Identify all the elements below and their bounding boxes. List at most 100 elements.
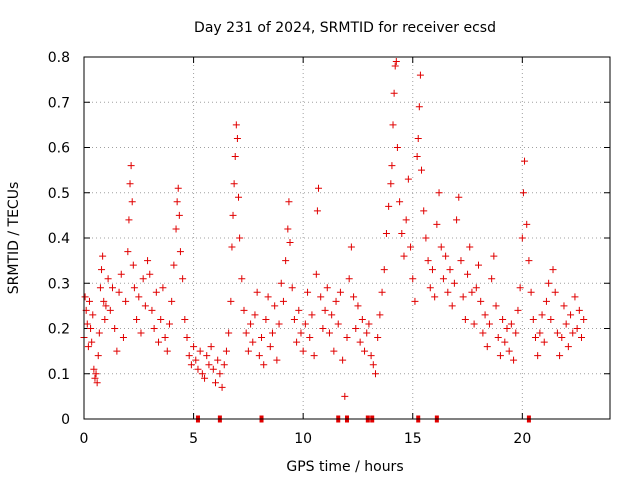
- data-point: [228, 243, 236, 251]
- data-point: [558, 334, 566, 342]
- data-point: [380, 266, 388, 274]
- data-point: [218, 383, 226, 391]
- x-tick-label: 10: [294, 431, 312, 447]
- data-point: [371, 370, 379, 378]
- data-point: [426, 284, 434, 292]
- data-point: [392, 58, 400, 66]
- data-point: [155, 338, 163, 346]
- data-point: [551, 288, 559, 296]
- data-point: [249, 338, 257, 346]
- y-axis-title: SRMTID / TECUs: [6, 182, 22, 295]
- data-point: [141, 302, 149, 310]
- data-point: [512, 329, 520, 337]
- data-point: [225, 329, 233, 337]
- data-point: [173, 198, 181, 206]
- data-point: [98, 266, 106, 274]
- data-point: [124, 248, 132, 256]
- data-point: [137, 329, 145, 337]
- data-point: [336, 288, 344, 296]
- data-point: [244, 347, 252, 355]
- data-point: [157, 315, 165, 323]
- data-point: [146, 270, 154, 278]
- data-point: [93, 379, 101, 387]
- data-point: [130, 284, 138, 292]
- data-point: [159, 284, 167, 292]
- data-point: [253, 288, 261, 296]
- data-point: [564, 343, 572, 351]
- data-point: [236, 234, 244, 242]
- data-point: [444, 288, 452, 296]
- data-point: [536, 329, 544, 337]
- data-point: [115, 288, 123, 296]
- data-point: [81, 293, 89, 301]
- data-point: [198, 370, 206, 378]
- data-point: [328, 311, 336, 319]
- data-point: [553, 329, 561, 337]
- data-point: [534, 352, 542, 360]
- data-point: [523, 220, 531, 228]
- data-point: [400, 252, 408, 260]
- data-point: [503, 325, 511, 332]
- data-point: [290, 315, 298, 323]
- data-point: [341, 392, 349, 400]
- data-point: [571, 293, 579, 301]
- data-point: [391, 62, 399, 70]
- data-point: [172, 225, 180, 233]
- data-point: [369, 361, 377, 369]
- data-point: [437, 243, 445, 251]
- data-point: [439, 275, 447, 283]
- data-point: [102, 302, 110, 310]
- y-tick-label: 0.6: [48, 141, 70, 157]
- data-point: [175, 211, 183, 219]
- data-point: [285, 198, 293, 206]
- data-point: [488, 275, 496, 283]
- data-point: [367, 352, 375, 360]
- data-point: [148, 306, 156, 314]
- data-point: [222, 347, 230, 355]
- data-point: [128, 198, 136, 206]
- data-point: [247, 320, 255, 328]
- data-point: [538, 311, 546, 319]
- data-point: [306, 334, 314, 342]
- data-point: [196, 347, 204, 355]
- data-point: [415, 103, 423, 111]
- data-point: [521, 157, 529, 165]
- data-point: [212, 379, 219, 387]
- data-point: [183, 334, 191, 342]
- data-point: [334, 320, 342, 328]
- data-point: [216, 370, 224, 378]
- data-point: [350, 293, 358, 301]
- data-point: [161, 334, 169, 342]
- data-point: [420, 207, 428, 215]
- data-point: [94, 352, 102, 360]
- data-point: [304, 288, 312, 296]
- data-point: [492, 302, 500, 310]
- data-point: [483, 343, 491, 351]
- data-point: [279, 297, 287, 305]
- data-point: [139, 275, 147, 283]
- data-point: [117, 270, 125, 278]
- data-point: [85, 297, 93, 305]
- data-point: [387, 180, 395, 188]
- data-point: [95, 329, 103, 337]
- data-point: [273, 356, 281, 364]
- data-point: [122, 297, 130, 305]
- data-point: [464, 270, 472, 278]
- y-tick-label: 0.4: [48, 231, 70, 247]
- data-point: [174, 184, 182, 192]
- data-point: [354, 302, 362, 310]
- data-point: [205, 361, 213, 369]
- data-point: [411, 297, 419, 305]
- data-point: [516, 284, 524, 292]
- data-point: [299, 347, 307, 355]
- data-point: [505, 347, 513, 355]
- data-point: [313, 207, 321, 215]
- data-point: [268, 329, 276, 337]
- data-point: [361, 347, 369, 355]
- x-axis-title: GPS time / hours: [286, 459, 403, 475]
- data-points: [80, 58, 588, 400]
- data-point: [402, 216, 410, 224]
- x-tick-label: 20: [513, 431, 531, 447]
- data-point: [494, 334, 502, 342]
- data-point: [446, 266, 454, 274]
